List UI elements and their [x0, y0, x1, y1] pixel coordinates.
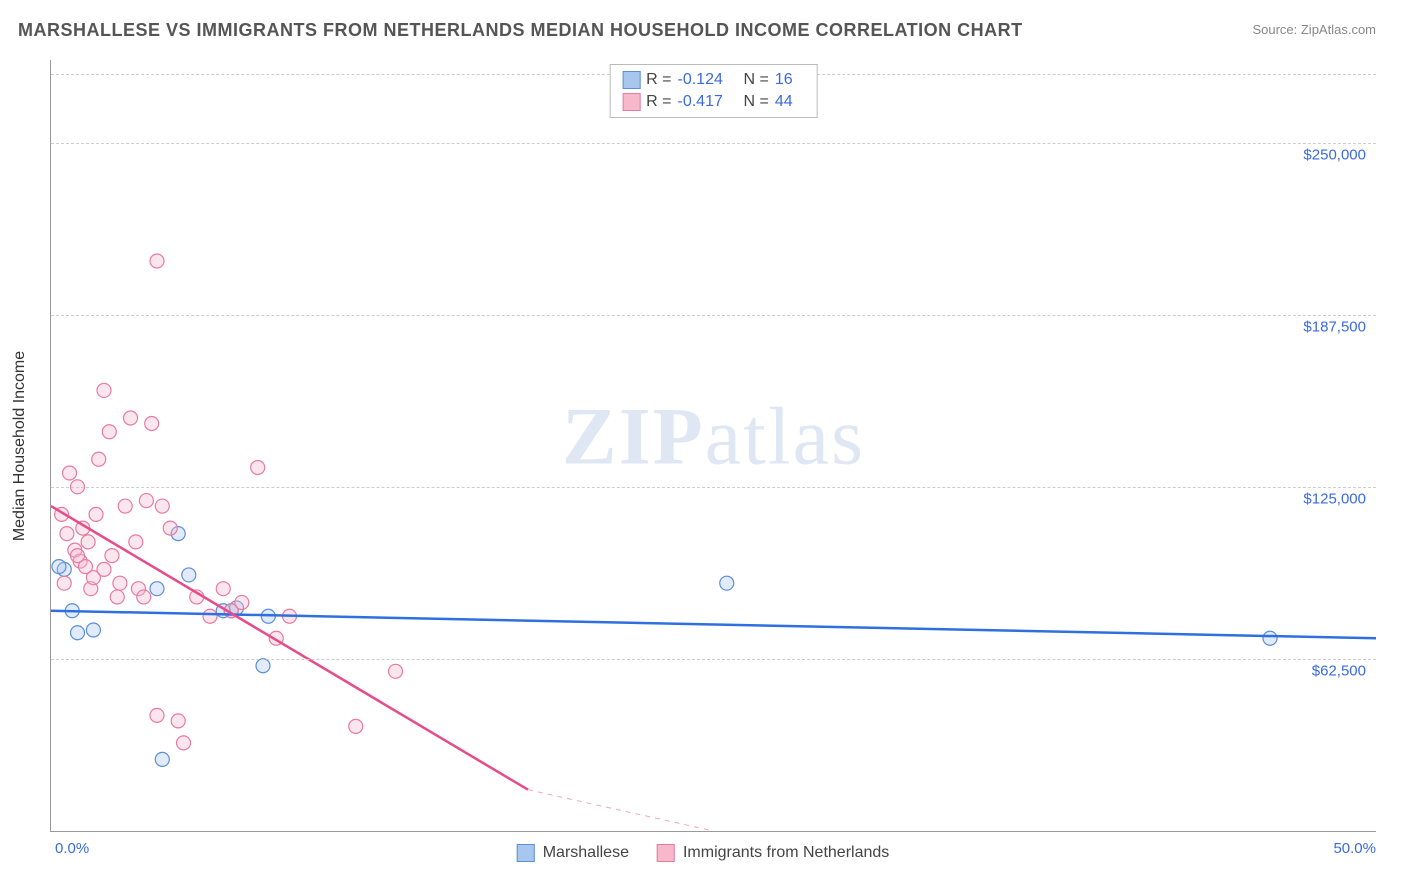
x-axis-min-label: 0.0% — [55, 840, 89, 857]
r-value: -0.417 — [678, 93, 738, 111]
y-tick-label: $187,500 — [1303, 318, 1366, 335]
chart-area: ZIPatlas R = -0.124N = 16R = -0.417N = 4… — [50, 60, 1376, 832]
legend-row: R = -0.124 N = 16 — [622, 69, 805, 91]
n-value: 16 — [775, 71, 805, 89]
legend-item: Marshallese — [517, 844, 629, 862]
legend-swatch — [622, 71, 640, 89]
y-tick-label: $125,000 — [1303, 490, 1366, 507]
series-legend: Marshallese Immigrants from Netherlands — [517, 844, 890, 862]
r-label: R = — [646, 93, 671, 111]
gridline — [51, 143, 1376, 144]
legend-row: R = -0.417 N = 44 — [622, 91, 805, 113]
y-axis-label: Median Household Income — [11, 351, 29, 541]
y-tick-label: $250,000 — [1303, 146, 1366, 163]
scatter-plot — [51, 60, 1376, 831]
r-value: -0.124 — [678, 71, 738, 89]
gridline — [51, 659, 1376, 660]
chart-title: MARSHALLESE VS IMMIGRANTS FROM NETHERLAN… — [18, 20, 1023, 41]
gridline — [51, 487, 1376, 488]
legend-swatch — [517, 844, 535, 862]
n-label: N = — [744, 71, 769, 89]
n-label: N = — [744, 93, 769, 111]
x-axis-max-label: 50.0% — [1333, 840, 1376, 857]
legend-label: Marshallese — [543, 844, 629, 862]
plot-region: ZIPatlas R = -0.124N = 16R = -0.417N = 4… — [50, 60, 1376, 832]
source-label: Source: ZipAtlas.com — [1252, 22, 1376, 37]
n-value: 44 — [775, 93, 805, 111]
y-tick-label: $62,500 — [1312, 662, 1366, 679]
gridline — [51, 315, 1376, 316]
r-label: R = — [646, 71, 671, 89]
correlation-legend: R = -0.124 N = 16 R = -0.417 N = 44 — [609, 64, 818, 118]
chart-container: MARSHALLESE VS IMMIGRANTS FROM NETHERLAN… — [0, 0, 1406, 892]
legend-label: Immigrants from Netherlands — [683, 844, 889, 862]
legend-swatch — [622, 93, 640, 111]
legend-swatch — [657, 844, 675, 862]
legend-item: Immigrants from Netherlands — [657, 844, 889, 862]
